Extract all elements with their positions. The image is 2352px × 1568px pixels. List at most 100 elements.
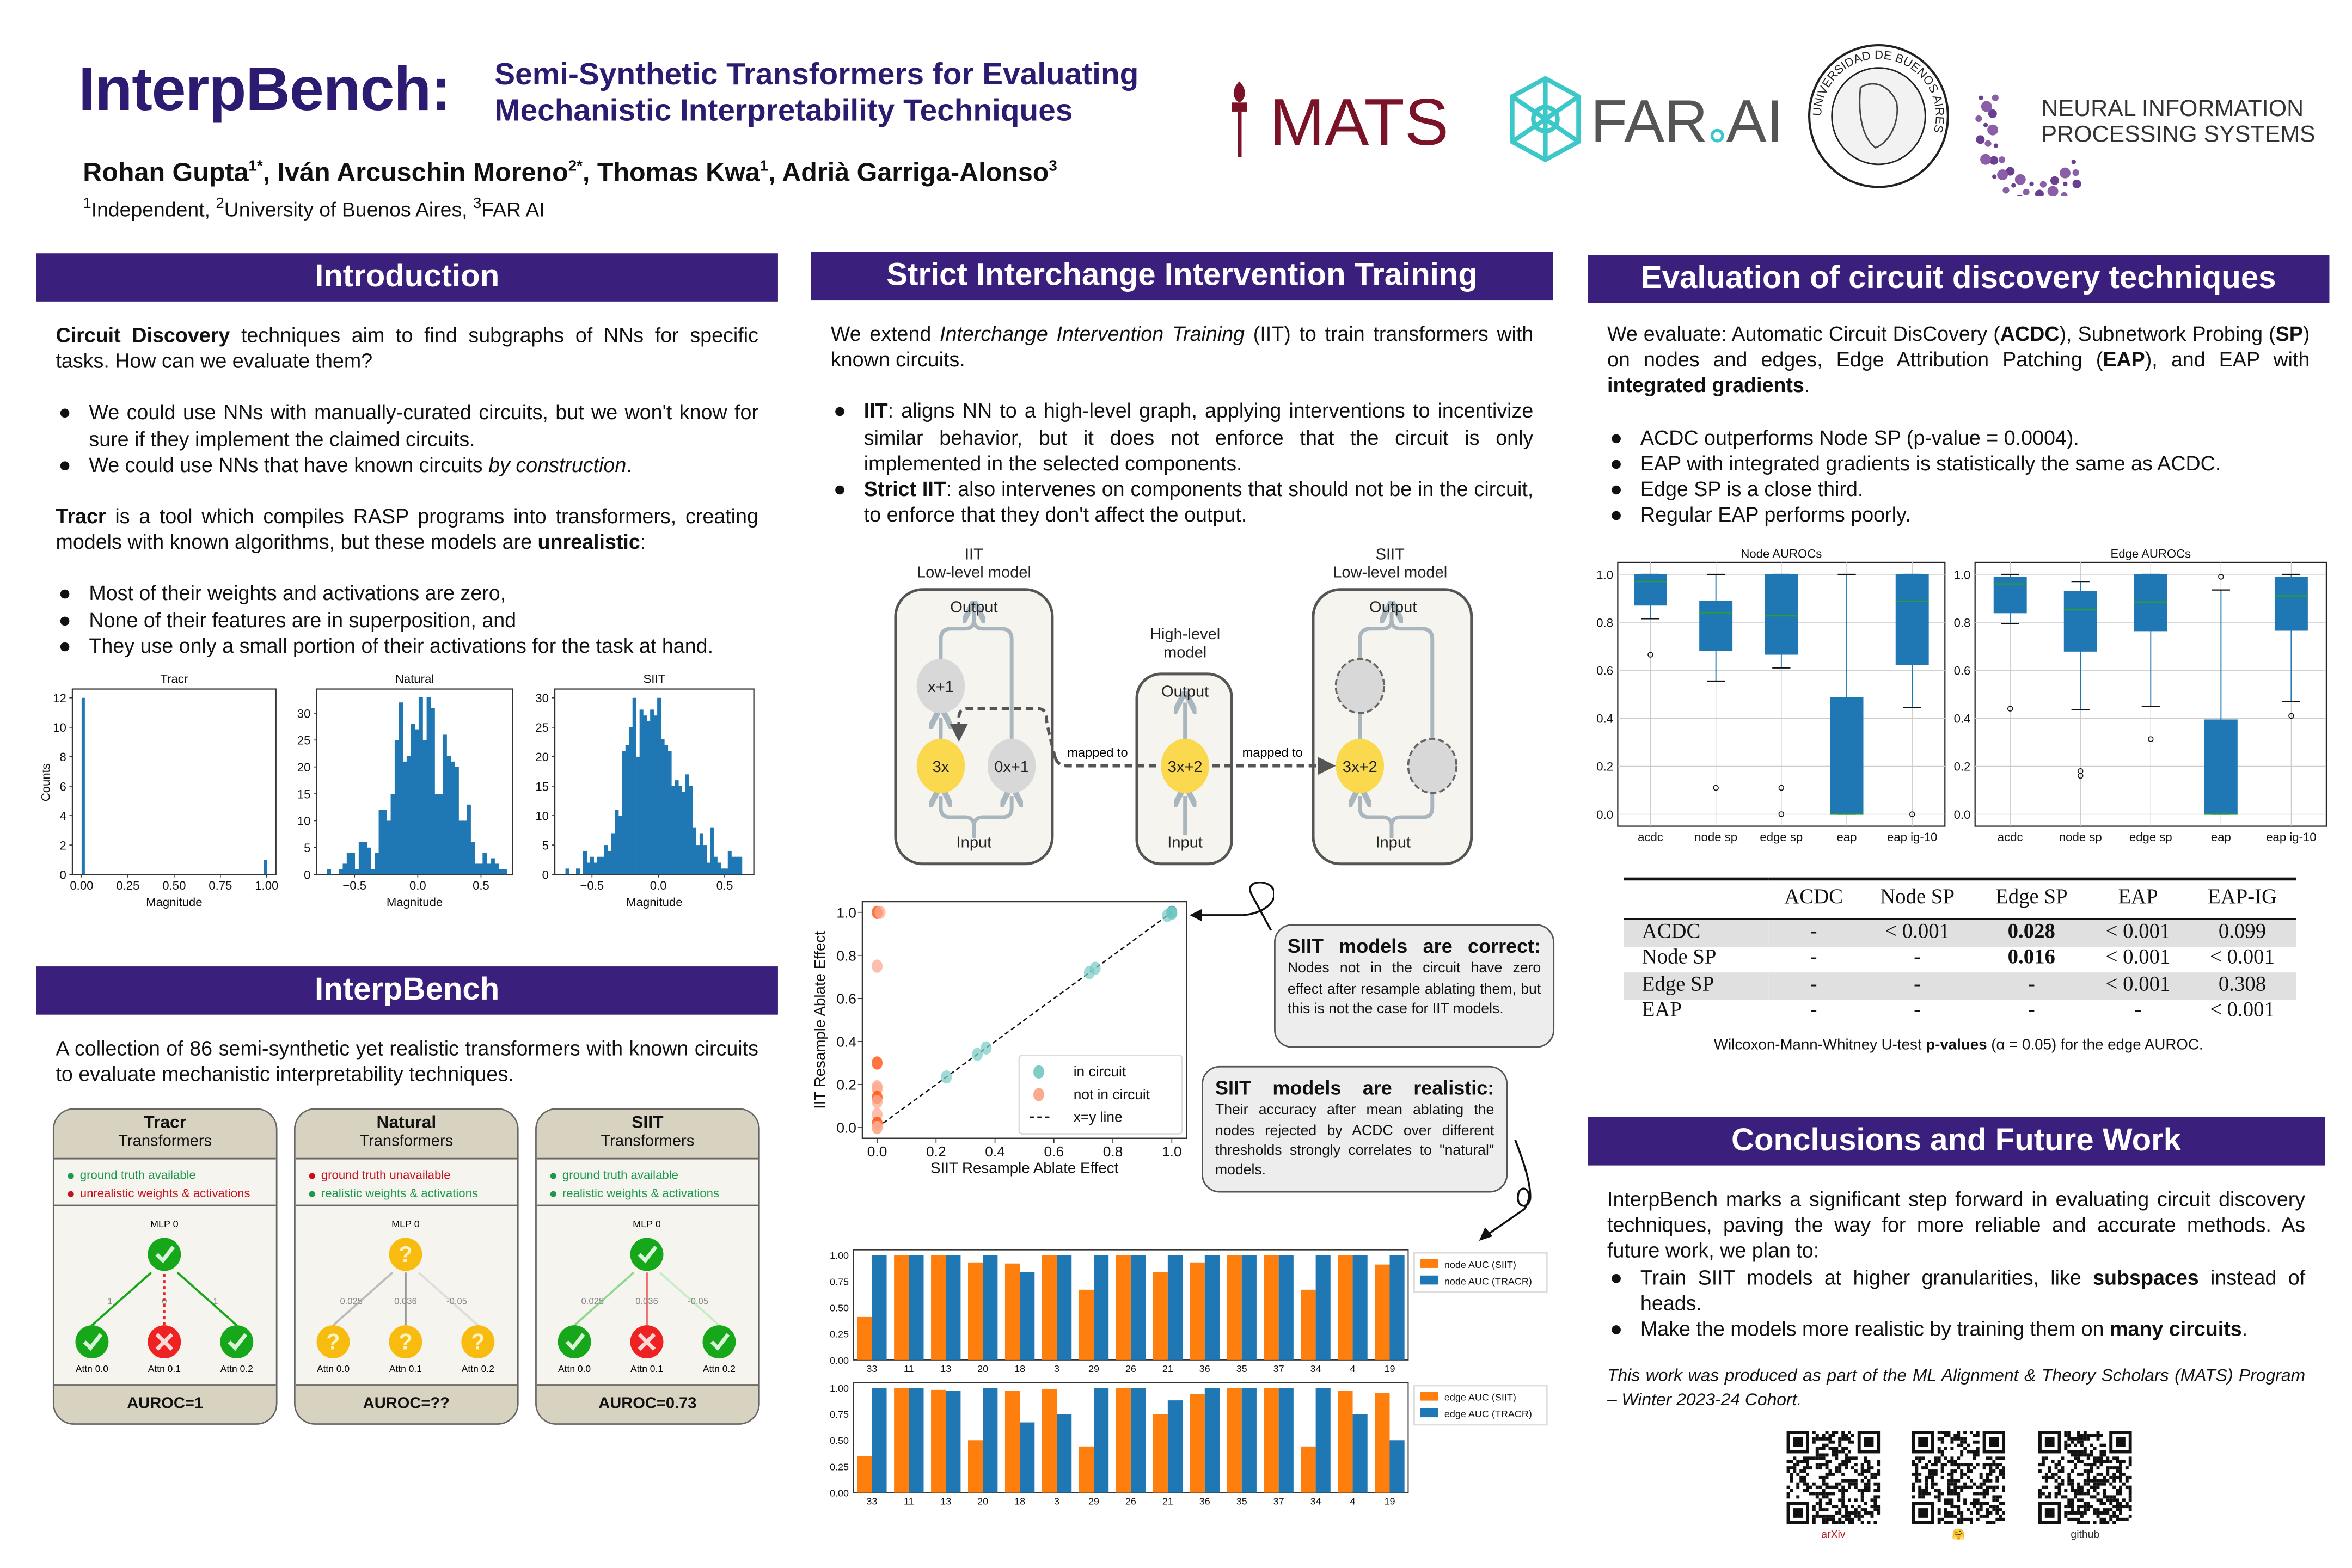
siit-bar — [931, 1255, 946, 1360]
tracr-bar — [1057, 1414, 1072, 1493]
attn-node-question-icon — [389, 1325, 422, 1359]
box-node-sp — [1699, 573, 1733, 791]
iit-subtitle: Low-level model — [917, 564, 1031, 581]
qr-code-huggingface[interactable]: 🤗 — [1912, 1430, 2006, 1542]
circuit-edge — [176, 1271, 238, 1326]
y-tick-label: 1.0 — [836, 904, 856, 921]
histogram-bar — [378, 810, 383, 875]
x-tick-label: 26 — [1125, 1363, 1136, 1374]
dots-icon — [1975, 94, 2081, 196]
x-tick-label: acdc — [1638, 830, 1663, 844]
circuit-edge — [573, 1271, 635, 1326]
circuit-edge — [91, 1271, 152, 1326]
svg-text:?: ? — [399, 1241, 412, 1267]
text-segment: Most of their weights and activations ar… — [89, 583, 506, 605]
text-segment: We could use NNs with manually-curated c… — [89, 401, 758, 450]
histogram-bar — [685, 774, 690, 875]
text-segment: . — [1804, 374, 1810, 397]
text-segment: SP — [2275, 322, 2303, 346]
histogram-bar — [426, 697, 431, 875]
histogram-bar — [354, 869, 359, 875]
x-tick-label: 33 — [866, 1496, 877, 1507]
tracr-bar — [946, 1255, 961, 1360]
x-tick-label: 33 — [866, 1363, 877, 1374]
qr-code-github[interactable]: github — [2038, 1430, 2132, 1542]
text-segment: , Iván Arcuschin Moreno — [262, 156, 568, 187]
iqr-box — [1993, 577, 2027, 614]
edge-weight-label: 1 — [213, 1296, 218, 1306]
legend: edge AUC (SIIT) edge AUC (TRACR) — [1413, 1385, 1548, 1426]
siit-text: We extend Interchange Intervention Train… — [831, 321, 1533, 529]
in-circuit-point — [972, 1048, 983, 1061]
text-segment: . — [2241, 1318, 2248, 1340]
histogram-bar — [422, 740, 427, 875]
text-segment: many circuits — [2109, 1318, 2242, 1340]
y-tick-label: 20 — [535, 750, 549, 764]
text-segment: ), Subnetwork Probing ( — [2059, 322, 2276, 346]
chart-title: Natural — [395, 672, 434, 685]
x-tick-label: edge sp — [1760, 830, 1803, 844]
histogram-bar — [486, 863, 491, 875]
text-segment: ), and EAP with — [2145, 348, 2310, 371]
x-tick-label: edge sp — [2129, 830, 2172, 844]
attn-node-check-icon — [75, 1325, 109, 1359]
y-tick-label: 0.50 — [830, 1303, 849, 1314]
text-segment: Rohan Gupta — [83, 156, 249, 187]
card-title: SIIT — [632, 1114, 664, 1132]
evaluation-paragraph: We evaluate: Automatic Circuit DisCovery… — [1607, 321, 2310, 399]
callout-correct-title: SIIT models are correct: — [1287, 934, 1541, 958]
bullet-item: Most of their weights and activations ar… — [60, 581, 758, 607]
histogram-bar — [667, 751, 672, 875]
siit-bar — [1338, 1391, 1353, 1493]
label-siit-3x-plus-2: 3x+2 — [1343, 758, 1377, 776]
histogram-bar — [470, 842, 475, 875]
table-column-header: ACDC — [1768, 877, 1860, 920]
y-tick-label: 20 — [297, 761, 311, 774]
tracr-bar — [983, 1388, 998, 1493]
y-tick-label: 0.8 — [1596, 616, 1613, 629]
outlier-point — [2007, 706, 2013, 712]
histogram-bar — [498, 869, 503, 875]
qr-code-arxiv[interactable]: arXiv — [1786, 1430, 1881, 1542]
model-card-natural: Natural Transformers ground truth unavail… — [293, 1108, 519, 1425]
y-tick-label: 0 — [304, 868, 310, 881]
siit-bar — [1301, 1289, 1316, 1360]
tracr-bar — [1241, 1388, 1257, 1493]
siit-bar — [857, 1456, 872, 1493]
histogram-bar — [446, 756, 451, 875]
histogram-bar — [458, 820, 463, 875]
outlier-point — [2148, 736, 2154, 742]
text-segment: Edge SP is a close third. — [1640, 477, 1864, 501]
text-segment: Tracr — [56, 505, 106, 528]
x-tick-label: 20 — [977, 1496, 988, 1507]
histogram-bar — [678, 786, 683, 875]
legend-frame — [1018, 1055, 1183, 1135]
x-equals-y-line — [877, 911, 1173, 1129]
tracr-bar — [1389, 1255, 1405, 1360]
box-acdc — [1993, 573, 2027, 712]
card-auroc: AUROC=1 — [54, 1384, 276, 1424]
card-point-text: unrealistic weights & activations — [79, 1186, 250, 1200]
legend: node AUC (SIIT) node AUC (TRACR) — [1413, 1252, 1548, 1293]
table-cell: ACDC — [1624, 918, 1768, 946]
histogram-bar — [327, 869, 332, 875]
x-tick-label: 0.8 — [1103, 1143, 1123, 1160]
attn-node-label: Attn 0.0 — [317, 1363, 350, 1374]
x-tick-label: 36 — [1199, 1496, 1210, 1507]
qr-label: 🤗 — [1952, 1529, 1965, 1541]
y-tick-label: 0.2 — [1954, 760, 1971, 774]
section-header-interpbench: InterpBench — [36, 966, 778, 1015]
histogram-bar — [576, 868, 580, 875]
y-tick-label: 6 — [60, 780, 66, 793]
histogram-bar — [438, 794, 443, 875]
table-column-header: Edge SP — [1975, 877, 2088, 920]
table-cell: Edge SP — [1624, 972, 1768, 999]
text-segment: : — [640, 531, 646, 554]
card-point: unrealistic weights & activations — [68, 1185, 276, 1203]
tracr-bar — [872, 1388, 887, 1493]
x-tick-label: 0.5 — [473, 879, 489, 892]
histogram-bar — [657, 697, 661, 875]
histogram-bar — [382, 810, 387, 875]
not-in-circuit-point — [874, 905, 886, 919]
